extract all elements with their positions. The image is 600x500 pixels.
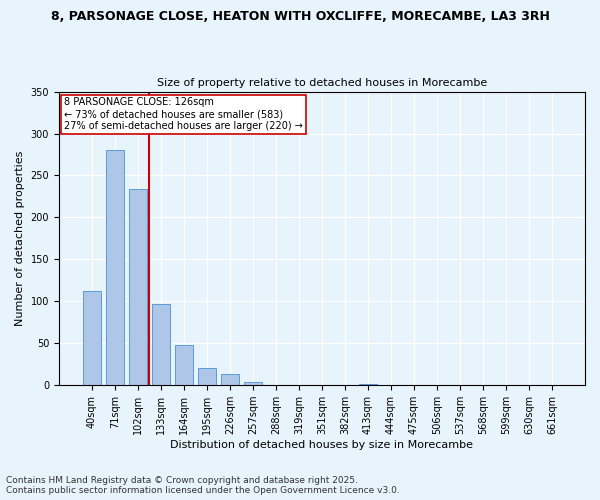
Bar (198, 368, 216, 385)
Text: 8 PARSONAGE CLOSE: 126sqm
← 73% of detached houses are smaller (583)
27% of semi: 8 PARSONAGE CLOSE: 126sqm ← 73% of detac… (64, 98, 303, 130)
Text: Contains HM Land Registry data © Crown copyright and database right 2025.
Contai: Contains HM Land Registry data © Crown c… (6, 476, 400, 495)
Bar (129, 189, 147, 385)
Bar (83, 291, 101, 385)
Bar (152, 304, 170, 385)
Bar (175, 345, 193, 385)
X-axis label: Distribution of detached houses by size in Morecambe: Distribution of detached houses by size … (170, 440, 473, 450)
Y-axis label: Number of detached properties: Number of detached properties (15, 150, 25, 326)
Bar (106, 150, 124, 385)
Text: 8, PARSONAGE CLOSE, HEATON WITH OXCLIFFE, MORECAMBE, LA3 3RH: 8, PARSONAGE CLOSE, HEATON WITH OXCLIFFE… (50, 10, 550, 23)
Bar (221, 374, 239, 385)
Bar (359, 384, 377, 385)
Bar (244, 382, 262, 385)
Title: Size of property relative to detached houses in Morecambe: Size of property relative to detached ho… (157, 78, 487, 88)
